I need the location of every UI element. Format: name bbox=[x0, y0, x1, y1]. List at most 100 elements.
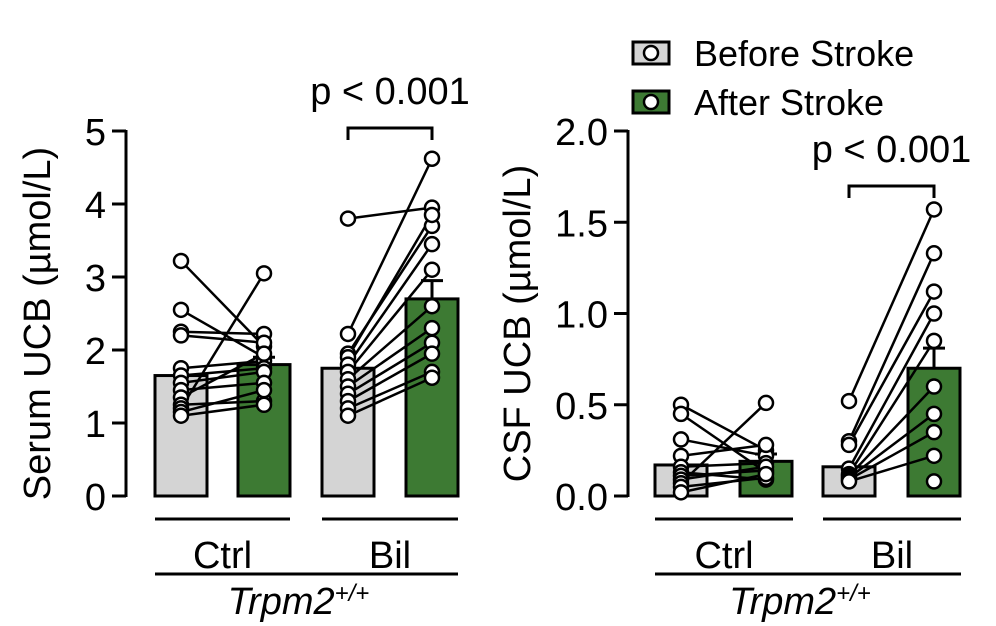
point-before bbox=[172, 327, 190, 344]
point-before bbox=[840, 473, 858, 490]
y-tick-label: 0 bbox=[85, 477, 106, 519]
pair-line bbox=[847, 208, 936, 402]
pair-line bbox=[347, 268, 433, 373]
y-tick-label: 0.5 bbox=[555, 386, 608, 428]
group-label-ctrl: Ctrl bbox=[694, 535, 753, 577]
point-before bbox=[339, 210, 357, 227]
csf-ucb-panel: 0.0 0.5 1.0 1.5 2.0 CSF UCB (µmol/L) p < 0.001… bbox=[497, 112, 971, 623]
point-after bbox=[925, 405, 943, 423]
pair-line bbox=[179, 272, 266, 410]
y-tick-label: 1 bbox=[85, 404, 106, 446]
pair-line bbox=[180, 370, 265, 385]
point-before bbox=[339, 407, 357, 424]
point-after bbox=[255, 345, 273, 362]
point-after bbox=[925, 473, 943, 490]
significance-bracket bbox=[847, 184, 936, 198]
pair-line bbox=[680, 472, 767, 494]
group-label-bil: Bil bbox=[871, 535, 913, 577]
y-tick-label: 1.5 bbox=[555, 203, 608, 245]
pair-line bbox=[847, 290, 936, 446]
point-after bbox=[255, 265, 273, 282]
legend: Before Stroke After Stroke bbox=[631, 33, 914, 123]
pair-line bbox=[680, 403, 767, 452]
pair-line bbox=[347, 352, 433, 403]
pair-line bbox=[848, 431, 935, 481]
point-after bbox=[423, 206, 441, 224]
pair-line bbox=[180, 330, 265, 336]
point-before bbox=[840, 392, 858, 410]
pair-line bbox=[180, 388, 265, 414]
pair-line bbox=[180, 399, 265, 406]
pair-line bbox=[848, 454, 935, 483]
pair-line bbox=[346, 214, 434, 358]
point-after bbox=[925, 201, 943, 218]
point-after bbox=[925, 305, 943, 322]
pair-line bbox=[347, 376, 433, 417]
legend-item-after: After Stroke bbox=[631, 82, 884, 123]
point-after bbox=[757, 465, 775, 483]
point-after bbox=[925, 423, 943, 441]
pair-line bbox=[347, 370, 433, 410]
p-value-label: p < 0.001 bbox=[310, 71, 470, 113]
y-tick-label: 3 bbox=[85, 258, 106, 300]
point-after bbox=[423, 235, 441, 253]
pair-line bbox=[680, 402, 767, 485]
legend-item-before: Before Stroke bbox=[631, 33, 914, 74]
point-after bbox=[423, 150, 441, 167]
point-after bbox=[757, 436, 775, 454]
pair-line bbox=[347, 206, 433, 220]
genotype-label: Trpm2+/+ bbox=[228, 580, 370, 624]
point-after bbox=[423, 345, 441, 362]
point-after bbox=[423, 369, 441, 386]
point-before bbox=[672, 431, 690, 448]
point-before bbox=[172, 301, 190, 319]
pair-line bbox=[347, 327, 433, 388]
pair-line bbox=[847, 252, 936, 442]
legend-label-before: Before Stroke bbox=[694, 33, 914, 74]
point-after bbox=[255, 381, 273, 399]
point-after bbox=[925, 332, 943, 350]
pair-line bbox=[346, 158, 434, 335]
pair-line bbox=[848, 385, 935, 477]
pair-line bbox=[180, 352, 265, 399]
genotype-label: Trpm2+/+ bbox=[729, 580, 871, 624]
y-axis-label: Serum UCB (µmol/L) bbox=[17, 147, 59, 500]
pair-line bbox=[180, 260, 265, 348]
pair-line bbox=[346, 243, 434, 366]
point-before bbox=[672, 405, 690, 423]
y-tick-label: 4 bbox=[85, 185, 106, 227]
legend-label-after: After Stroke bbox=[694, 82, 884, 123]
point-after bbox=[757, 394, 775, 412]
pair-line bbox=[180, 403, 265, 417]
y-tick-label: 2 bbox=[85, 331, 106, 373]
group-label-ctrl: Ctrl bbox=[193, 535, 252, 577]
y-tick-label: 5 bbox=[85, 112, 106, 154]
pair-line bbox=[180, 367, 265, 377]
point-before bbox=[339, 325, 357, 343]
point-after bbox=[423, 261, 441, 278]
group-label-bil: Bil bbox=[369, 535, 411, 577]
pair-line bbox=[680, 443, 767, 458]
pair-line bbox=[347, 305, 433, 381]
pair-line bbox=[680, 465, 767, 481]
point-after bbox=[925, 447, 943, 465]
point-after bbox=[925, 283, 943, 300]
point-after bbox=[925, 245, 943, 262]
p-value-label: p < 0.001 bbox=[812, 129, 972, 171]
pair-line bbox=[680, 461, 767, 469]
legend-marker-after bbox=[642, 93, 660, 111]
pair-line bbox=[680, 438, 767, 458]
pair-line bbox=[847, 340, 936, 475]
pair-line bbox=[847, 312, 936, 470]
bar-ctrl-before bbox=[153, 374, 209, 498]
point-after bbox=[255, 396, 273, 413]
point-before bbox=[840, 436, 858, 454]
legend-marker-before bbox=[642, 44, 660, 62]
serum-ucb-panel: 0 1 2 3 4 5 Serum UCB (µmol/L) p < 0.001 Ctrl Bil… bbox=[17, 71, 470, 623]
pair-line bbox=[347, 341, 433, 395]
significance-bracket bbox=[346, 126, 434, 140]
pair-line bbox=[848, 412, 935, 479]
y-axis-label: CSF UCB (µmol/L) bbox=[497, 165, 539, 482]
point-before bbox=[672, 484, 690, 501]
